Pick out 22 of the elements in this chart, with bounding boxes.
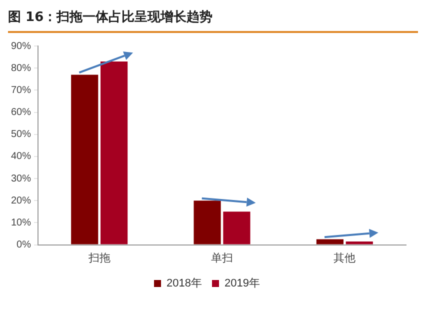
x-tick-label: 扫拖 (87, 252, 110, 264)
y-tick-label: 90% (11, 40, 32, 52)
y-tick-label: 60% (11, 107, 32, 118)
x-tick-label: 其他 (334, 251, 356, 264)
bar (71, 74, 98, 244)
bar (194, 200, 221, 244)
y-tick-label: 0% (16, 240, 32, 251)
y-tick-label: 70% (11, 84, 32, 96)
y-tick-label: 30% (11, 173, 32, 184)
bar (100, 61, 128, 244)
x-tick-label: 单扫 (211, 251, 234, 264)
legend-label: 2019年 (224, 278, 260, 290)
y-tick-label: 50% (11, 129, 32, 140)
y-tick-label: 80% (11, 62, 32, 74)
legend-label: 2018年 (166, 278, 202, 290)
y-tick-label: 10% (11, 217, 32, 228)
bar (316, 239, 344, 244)
y-tick-label: 40% (11, 151, 32, 162)
chart-title: 图 16：扫拖一体占比呈现增长趋势 (8, 8, 418, 33)
bar (223, 212, 250, 244)
y-tick-label: 20% (11, 195, 32, 206)
bar (346, 241, 373, 244)
